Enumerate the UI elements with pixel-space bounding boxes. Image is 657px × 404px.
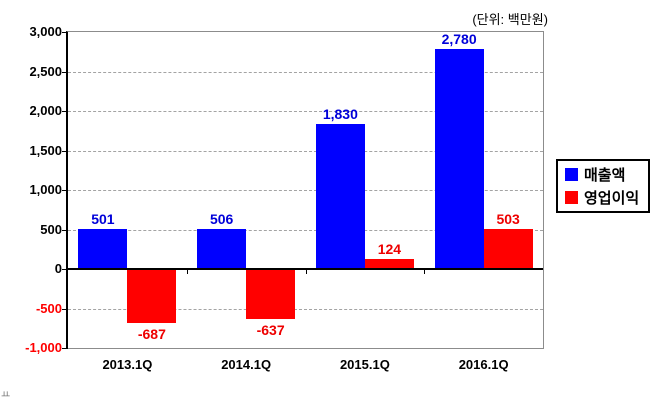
bar-series1-cat0 <box>127 269 177 324</box>
y-axis-label: -500 <box>35 300 62 316</box>
gridline <box>68 190 543 191</box>
gridline <box>68 111 543 112</box>
x-axis-label: 2016.1Q <box>458 357 509 372</box>
bar-series0-cat1 <box>197 229 247 269</box>
bar-value-label: 506 <box>209 211 234 228</box>
legend-label-revenue: 매출액 <box>584 167 626 185</box>
gridline <box>68 71 543 73</box>
y-axis-label: 2,000 <box>29 103 62 118</box>
bar-value-label: -687 <box>137 326 166 343</box>
gridline <box>68 229 543 231</box>
bar-value-label: 503 <box>496 211 520 228</box>
revenue-swatch-icon <box>565 168 578 182</box>
y-axis-label: -1,000 <box>25 340 62 355</box>
y-axis-label: 3,000 <box>29 24 62 39</box>
legend-label-operating-profit: 영업이익 <box>584 189 640 207</box>
legend-item-operating-profit: 영업이익 <box>565 187 648 208</box>
legend: 매출액 영업이익 <box>556 159 650 213</box>
y-axis-tick <box>62 71 68 73</box>
bar-value-label: -637 <box>256 322 285 339</box>
gridline <box>68 150 543 152</box>
y-axis-label: 500 <box>40 221 62 237</box>
y-axis-tick <box>62 150 68 152</box>
x-axis-label: 2013.1Q <box>102 357 153 372</box>
bar-value-label: 1,830 <box>322 106 358 123</box>
x-axis-label: 2015.1Q <box>339 357 390 372</box>
y-axis-tick <box>62 348 68 349</box>
x-axis-label: 2014.1Q <box>221 357 272 372</box>
bar-series1-cat1 <box>246 269 296 320</box>
bar-series0-cat0 <box>78 229 128 269</box>
gridline <box>68 308 543 310</box>
y-axis-tick <box>62 111 68 112</box>
corner-artifact: ㅛ <box>1 390 11 401</box>
y-axis-label: 1,000 <box>29 182 62 197</box>
category-tick <box>305 269 307 274</box>
unit-label: (단위: 백만원) <box>472 12 548 27</box>
y-axis-tick <box>62 190 68 191</box>
category-tick <box>186 269 188 274</box>
bar-series0-cat2 <box>315 124 365 269</box>
category-tick <box>424 269 426 274</box>
legend-item-revenue: 매출액 <box>565 164 648 185</box>
y-axis-tick <box>62 308 68 310</box>
y-axis-tick <box>62 229 68 231</box>
bar-value-label: 2,780 <box>441 31 477 48</box>
y-axis-label: 1,500 <box>29 142 62 158</box>
bar-series0-cat3 <box>434 49 484 269</box>
bar-value-label: 501 <box>91 211 115 228</box>
y-axis-tick <box>62 269 68 270</box>
y-axis-label: 0 <box>54 261 62 276</box>
bar-series1-cat3 <box>483 229 533 269</box>
y-axis-label: 2,500 <box>29 63 62 79</box>
operating-profit-swatch-icon <box>565 190 578 204</box>
bar-series1-cat2 <box>364 259 414 269</box>
y-axis-tick <box>62 32 68 33</box>
bar-value-label: 124 <box>377 241 402 258</box>
